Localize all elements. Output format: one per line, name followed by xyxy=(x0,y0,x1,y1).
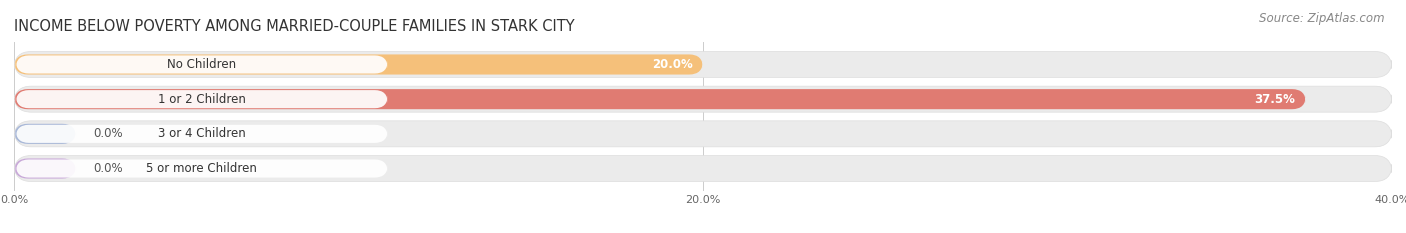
Text: 1 or 2 Children: 1 or 2 Children xyxy=(157,93,246,106)
Text: 5 or more Children: 5 or more Children xyxy=(146,162,257,175)
Text: No Children: No Children xyxy=(167,58,236,71)
FancyBboxPatch shape xyxy=(15,125,388,143)
FancyBboxPatch shape xyxy=(14,155,1392,182)
FancyBboxPatch shape xyxy=(14,89,1306,109)
FancyBboxPatch shape xyxy=(14,55,703,75)
Text: Source: ZipAtlas.com: Source: ZipAtlas.com xyxy=(1260,12,1385,25)
Text: 3 or 4 Children: 3 or 4 Children xyxy=(157,127,246,140)
FancyBboxPatch shape xyxy=(14,86,1392,112)
FancyBboxPatch shape xyxy=(14,158,76,178)
Text: 0.0%: 0.0% xyxy=(93,127,122,140)
FancyBboxPatch shape xyxy=(14,51,1392,78)
Text: 20.0%: 20.0% xyxy=(652,58,693,71)
FancyBboxPatch shape xyxy=(15,159,388,178)
Text: 37.5%: 37.5% xyxy=(1254,93,1295,106)
FancyBboxPatch shape xyxy=(15,55,388,74)
FancyBboxPatch shape xyxy=(14,124,76,144)
FancyBboxPatch shape xyxy=(14,121,1392,147)
FancyBboxPatch shape xyxy=(15,90,388,108)
Text: INCOME BELOW POVERTY AMONG MARRIED-COUPLE FAMILIES IN STARK CITY: INCOME BELOW POVERTY AMONG MARRIED-COUPL… xyxy=(14,19,575,34)
Text: 0.0%: 0.0% xyxy=(93,162,122,175)
